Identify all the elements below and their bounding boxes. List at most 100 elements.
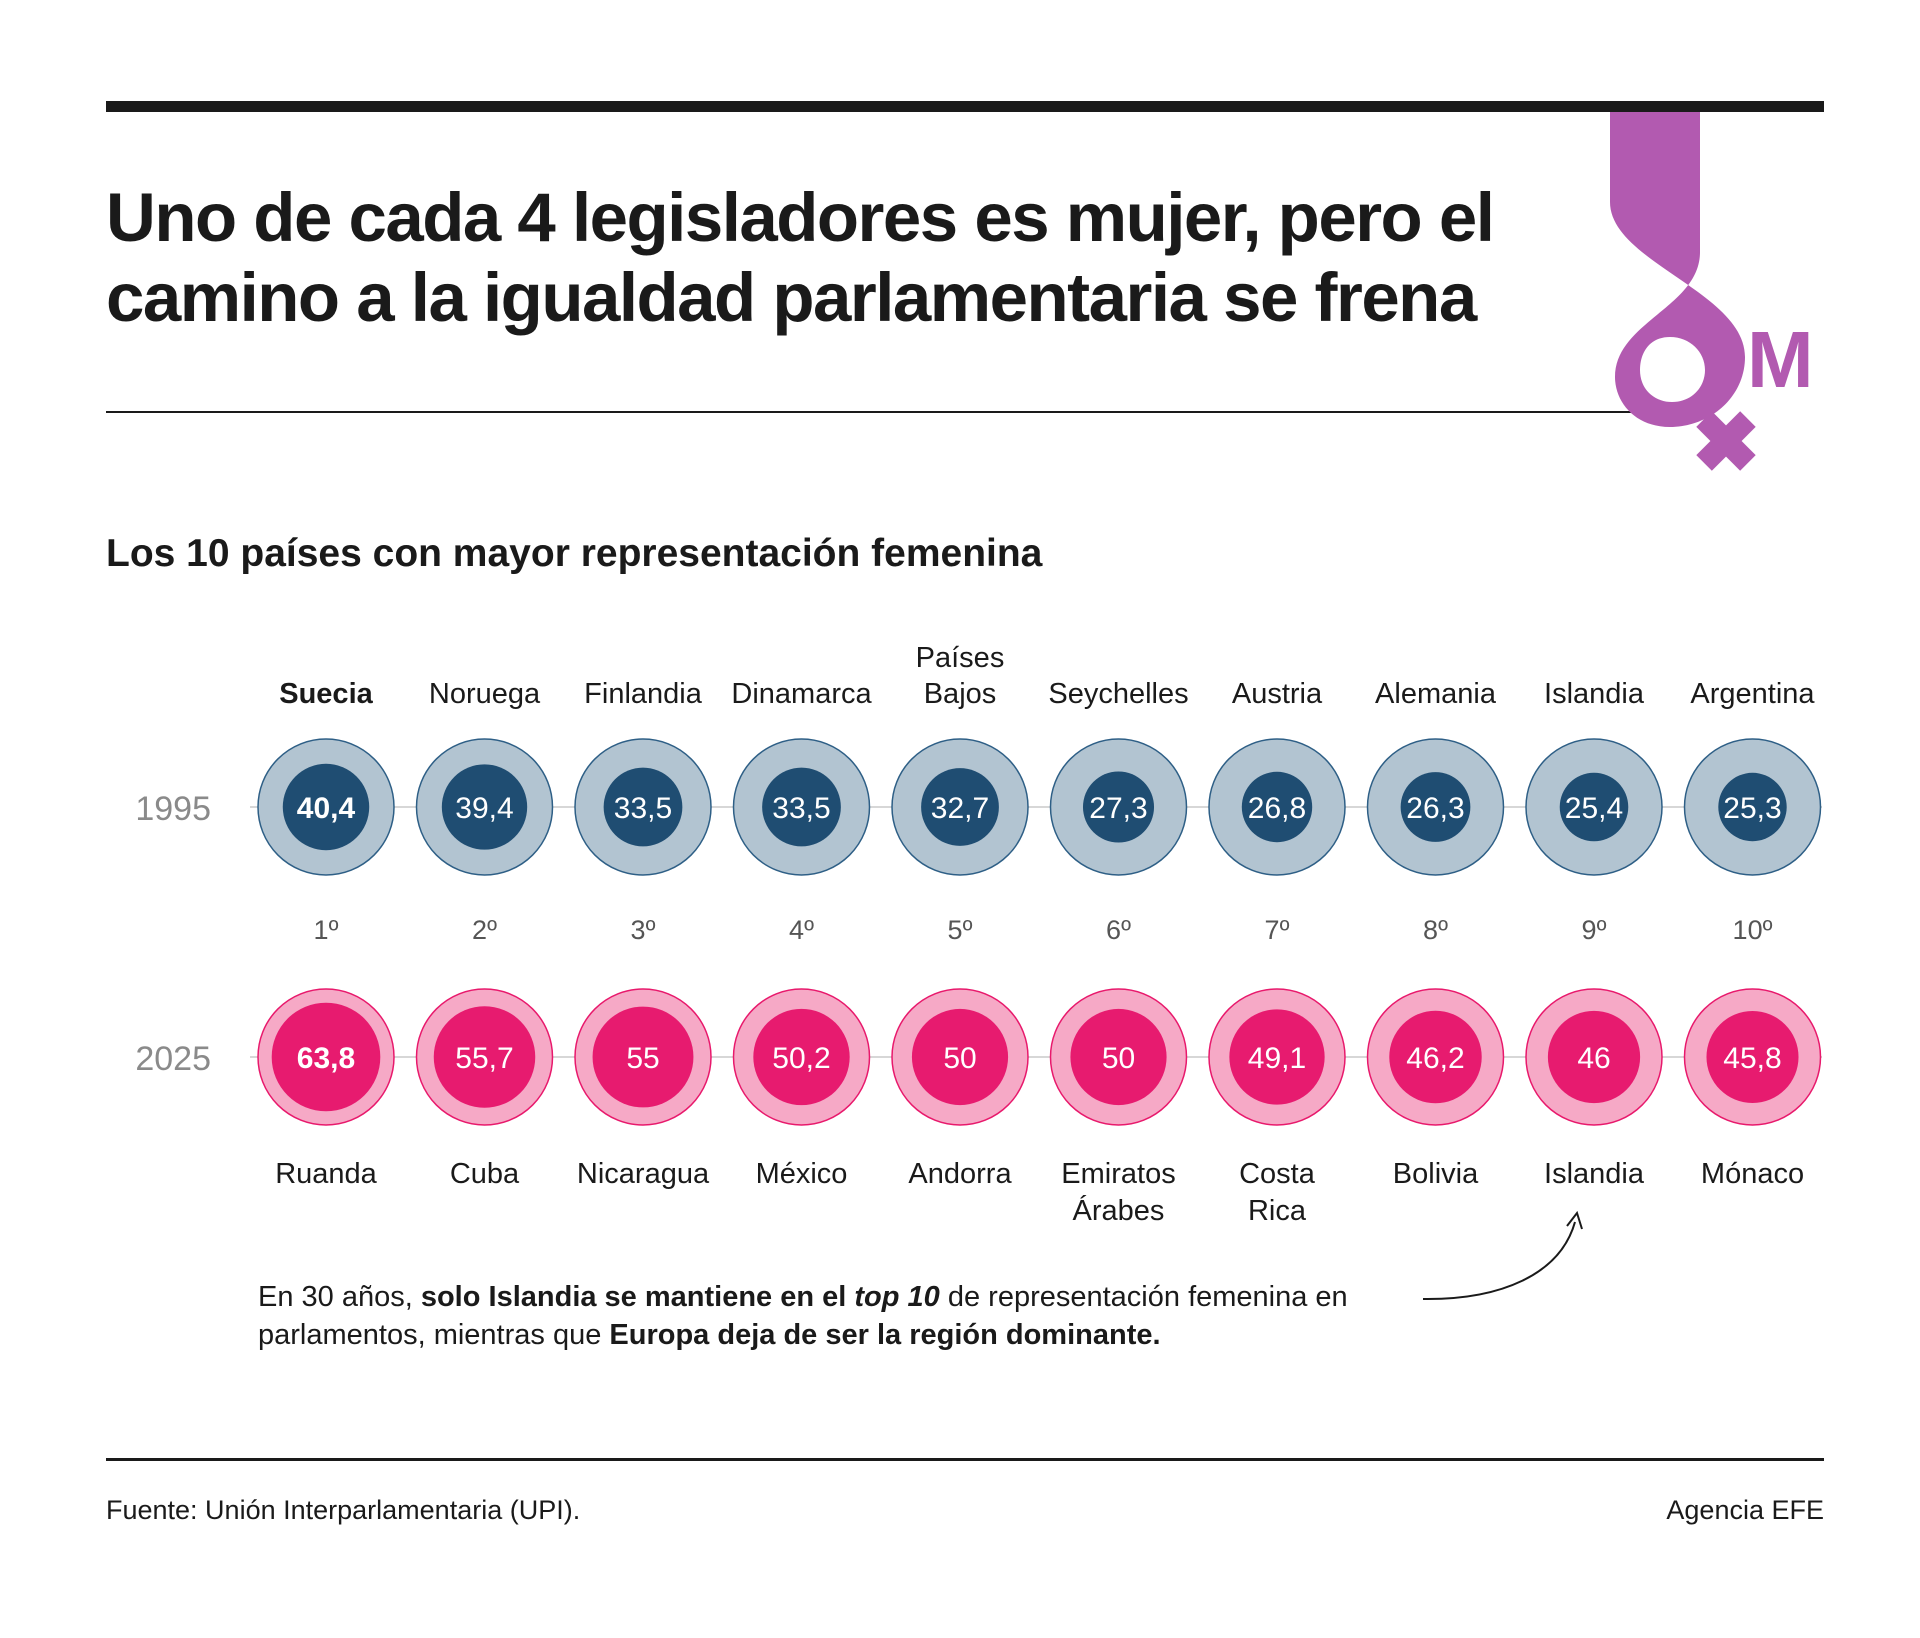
value-label: 27,3 bbox=[1089, 792, 1147, 825]
outer-circle bbox=[1208, 988, 1346, 1126]
outer-circle bbox=[415, 988, 554, 1126]
country-label-1995: Países bbox=[916, 642, 1005, 674]
rank-label: 9º bbox=[1582, 915, 1607, 945]
note-part-2: de representación femenina en parlamento… bbox=[258, 1281, 1348, 1351]
logo-venus-symbol bbox=[1610, 112, 1745, 427]
value-label: 55,7 bbox=[455, 1042, 513, 1075]
source-text: Fuente: Unión Interparlamentaria (UPI). bbox=[106, 1495, 581, 1525]
value-label: 40,4 bbox=[297, 792, 356, 825]
value-circle bbox=[282, 763, 370, 851]
value-label: 55 bbox=[626, 1042, 659, 1075]
page-title: Uno de cada 4 legisladores es mujer, per… bbox=[106, 179, 1495, 336]
efe-women-logo: M bbox=[1610, 112, 1814, 471]
value-label: 49,1 bbox=[1248, 1042, 1306, 1075]
country-label-2025: Bolivia bbox=[1393, 1158, 1479, 1190]
country-label-1995: Finlandia bbox=[584, 678, 703, 710]
value-circle bbox=[1718, 772, 1787, 842]
value-label: 25,4 bbox=[1565, 792, 1623, 825]
value-circle bbox=[1547, 1010, 1641, 1104]
rank-label: 2º bbox=[472, 915, 497, 945]
outer-circle bbox=[1208, 738, 1346, 876]
value-circle bbox=[592, 1006, 694, 1108]
country-label-1995: Suecia bbox=[279, 678, 373, 710]
value-label: 33,5 bbox=[772, 792, 830, 825]
rank-label: 5º bbox=[948, 915, 973, 945]
rank-label: 6º bbox=[1106, 915, 1131, 945]
outer-circle bbox=[1683, 988, 1822, 1126]
rank-label: 8º bbox=[1423, 915, 1448, 945]
value-circle bbox=[753, 1008, 850, 1106]
credit-text: Agencia EFE bbox=[1666, 1495, 1824, 1525]
value-circle bbox=[911, 1008, 1009, 1106]
country-label-2025: Rica bbox=[1248, 1195, 1307, 1227]
country-label-1995: Islandia bbox=[1544, 678, 1645, 710]
outer-circle bbox=[257, 738, 395, 876]
value-circle bbox=[921, 768, 999, 846]
title-rule bbox=[106, 411, 1656, 413]
value-label: 50 bbox=[1102, 1042, 1135, 1075]
value-circle bbox=[1559, 772, 1629, 842]
top-rule bbox=[106, 101, 1824, 112]
value-circle bbox=[1389, 1010, 1482, 1104]
country-label-2025: Nicaragua bbox=[577, 1158, 710, 1190]
value-label: 46,2 bbox=[1406, 1042, 1464, 1075]
country-label-2025: Andorra bbox=[908, 1158, 1012, 1190]
bottom-rule bbox=[106, 1458, 1824, 1461]
country-label-2025: Árabes bbox=[1073, 1194, 1165, 1227]
country-label-2025: Emiratos bbox=[1061, 1158, 1175, 1190]
note-bold-1: solo Islandia se mantiene en el bbox=[420, 1281, 855, 1313]
value-circle bbox=[1241, 771, 1313, 843]
outer-circle bbox=[574, 738, 712, 876]
value-label: 50,2 bbox=[772, 1042, 830, 1075]
value-label: 63,8 bbox=[297, 1042, 355, 1075]
rank-label: 1º bbox=[314, 915, 339, 945]
outer-circle bbox=[415, 738, 554, 876]
rank-label: 3º bbox=[631, 915, 656, 945]
outer-circle bbox=[1525, 988, 1663, 1126]
rank-label: 7º bbox=[1265, 915, 1290, 945]
value-circle bbox=[1706, 1010, 1799, 1104]
note-italic: top 10 bbox=[854, 1281, 940, 1313]
outer-circle bbox=[891, 988, 1029, 1126]
note-part-1: En 30 años, bbox=[258, 1281, 421, 1313]
value-circle bbox=[603, 767, 683, 847]
value-label: 46 bbox=[1577, 1042, 1610, 1075]
value-label: 50 bbox=[943, 1042, 976, 1075]
country-label-2025: Cuba bbox=[450, 1158, 520, 1190]
outer-circle bbox=[732, 988, 871, 1126]
value-label: 39,4 bbox=[455, 792, 513, 825]
value-label: 32,7 bbox=[931, 792, 989, 825]
outer-circle bbox=[1683, 738, 1822, 876]
country-label-2025: México bbox=[756, 1158, 848, 1190]
value-circle bbox=[1229, 1009, 1325, 1105]
country-label-1995: Seychelles bbox=[1048, 678, 1188, 710]
country-label-2025: Mónaco bbox=[1701, 1158, 1804, 1190]
note-bold-2: Europa deja de ser la región dominante. bbox=[609, 1319, 1161, 1351]
country-label-1995: Dinamarca bbox=[731, 678, 872, 710]
value-label: 25,3 bbox=[1723, 792, 1781, 825]
logo-cross-v bbox=[1696, 411, 1756, 471]
row-label-1995: 1995 bbox=[135, 790, 211, 828]
value-label: 45,8 bbox=[1723, 1042, 1781, 1075]
value-circle bbox=[433, 1006, 536, 1108]
country-label-1995: Noruega bbox=[429, 678, 541, 710]
rank-label: 4º bbox=[789, 915, 814, 945]
annotation-note: En 30 años, solo Islandia se mantiene en… bbox=[258, 1278, 1418, 1354]
country-label-2025: Costa bbox=[1239, 1158, 1316, 1190]
rank-label: 10º bbox=[1733, 915, 1773, 945]
country-label-1995: Alemania bbox=[1375, 678, 1497, 710]
outer-circle bbox=[1366, 738, 1505, 876]
value-label: 26,3 bbox=[1406, 792, 1464, 825]
value-circle bbox=[1082, 771, 1155, 843]
annotation-arrow bbox=[1422, 1221, 1576, 1301]
annotation-arrow-head bbox=[1566, 1210, 1583, 1230]
outer-circle bbox=[574, 988, 712, 1126]
outer-circle bbox=[1049, 988, 1188, 1126]
value-circle bbox=[1070, 1008, 1167, 1106]
country-label-1995: Bajos bbox=[924, 678, 997, 710]
outer-circle bbox=[732, 738, 871, 876]
outer-circle bbox=[257, 988, 395, 1126]
value-circle bbox=[271, 1002, 381, 1112]
outer-circle bbox=[1366, 988, 1505, 1126]
logo-letter: M bbox=[1747, 315, 1814, 404]
